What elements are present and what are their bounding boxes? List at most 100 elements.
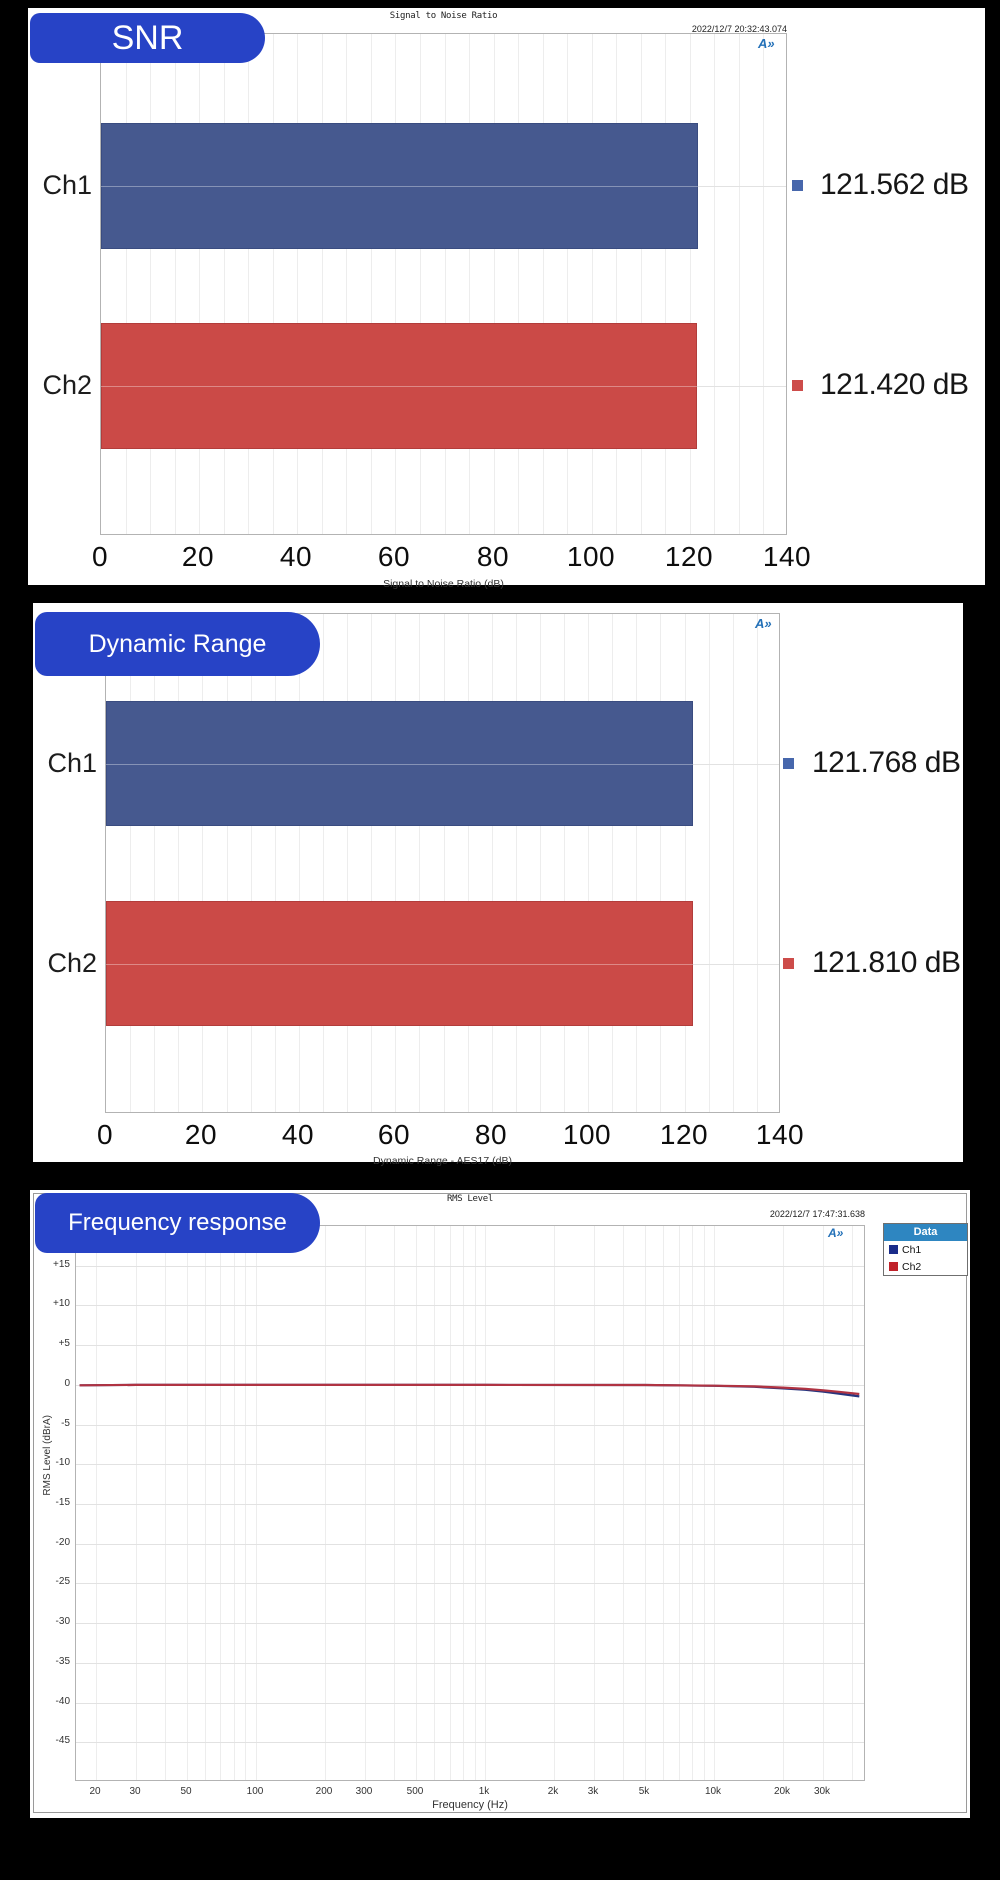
snr-timestamp: 2022/12/7 20:32:43.074: [691, 24, 787, 34]
x-tick-label: 40: [281, 1119, 315, 1150]
y-tick-label: -25: [55, 1576, 70, 1587]
gridline: [371, 34, 372, 534]
gridline: [323, 614, 324, 1112]
x-tick-label: 80: [476, 541, 510, 572]
snr-chart-title: Signal to Noise Ratio: [389, 11, 498, 21]
gridline: [346, 34, 347, 534]
response-curves: [79, 1383, 860, 1398]
gridline: [76, 1345, 864, 1346]
gridline: [567, 34, 568, 534]
x-tick-label: 100: [566, 541, 616, 572]
x-tick-label: 140: [762, 541, 812, 572]
gridline: [685, 614, 686, 1112]
gridline: [645, 1226, 646, 1780]
gridline: [76, 1663, 864, 1664]
gridline: [757, 614, 758, 1112]
category-label-ch1: Ch1: [42, 170, 92, 200]
gridline: [165, 1226, 166, 1780]
gridline: [445, 34, 446, 534]
ap-logo-icon: A»: [758, 36, 775, 51]
gridline: [469, 34, 470, 534]
bar-ch2: [106, 901, 693, 1026]
gridline: [76, 1425, 864, 1426]
ap-logo-icon: A»: [828, 1226, 844, 1240]
y-tick-label: +5: [58, 1338, 70, 1349]
ch1-swatch-icon: [889, 1245, 898, 1254]
gridline: [543, 34, 544, 534]
gridline: [592, 34, 593, 534]
frequency-response-timestamp: 2022/12/7 17:47:31.638: [769, 1209, 865, 1219]
gridline: [616, 34, 617, 534]
gridline: [273, 34, 274, 534]
gridline: [199, 34, 200, 534]
bar-center-gridline: [106, 964, 693, 965]
gridline: [692, 1226, 693, 1780]
value-marker-ch1: [783, 758, 794, 769]
x-tick-label: 60: [377, 1119, 411, 1150]
gridline: [660, 614, 661, 1112]
gridline: [76, 1305, 864, 1306]
snr-plot-area: [100, 33, 787, 535]
x-tick-label: 500: [406, 1786, 424, 1797]
curve-ch2: [79, 1383, 860, 1396]
gridline: [76, 1623, 864, 1624]
gridline: [690, 34, 691, 534]
x-tick-label: 100: [246, 1786, 264, 1797]
panel-inner-frame: [33, 1193, 967, 1813]
gridline: [823, 1226, 824, 1780]
gridline: [468, 614, 469, 1112]
gridline: [612, 614, 613, 1112]
dynamic-range-x-axis-title: Dynamic Range - AES17 (dB): [373, 1155, 512, 1167]
gridline: [322, 34, 323, 534]
gridline: [554, 1226, 555, 1780]
gridline: [564, 614, 565, 1112]
gridline: [251, 614, 252, 1112]
gridline: [325, 1226, 326, 1780]
gridline: [641, 34, 642, 534]
gridline: [371, 614, 372, 1112]
y-tick-label: -40: [55, 1696, 70, 1707]
x-tick-label: 30k: [813, 1786, 831, 1797]
legend-item-ch2: Ch2: [884, 1258, 967, 1275]
x-tick-label: 60: [377, 541, 411, 572]
gridline: [714, 34, 715, 534]
gridline: [475, 1226, 476, 1780]
gridline: [636, 614, 637, 1112]
gridline: [492, 614, 493, 1112]
gridline: [245, 1226, 246, 1780]
gridline: [416, 1226, 417, 1780]
gridline: [150, 34, 151, 534]
x-tick-label: 40: [279, 541, 313, 572]
gridline: [852, 1226, 853, 1780]
legend-item-label: Ch1: [902, 1243, 922, 1256]
gridline: [395, 614, 396, 1112]
x-tick-label: 50: [180, 1786, 192, 1797]
x-tick-label: 100: [562, 1119, 612, 1150]
gridline: [76, 1266, 864, 1267]
x-tick-label: 120: [659, 1119, 709, 1150]
gridline: [76, 1464, 864, 1465]
gridline: [450, 1226, 451, 1780]
x-tick-label: 20: [184, 1119, 218, 1150]
x-tick-label: 10k: [704, 1786, 722, 1797]
gridline: [518, 34, 519, 534]
y-tick-label: -30: [55, 1616, 70, 1627]
category-label-ch1: Ch1: [47, 748, 97, 778]
rms-level-chart-title: RMS Level: [446, 1194, 494, 1204]
gridline: [394, 1226, 395, 1780]
gridline: [679, 1226, 680, 1780]
frequency-x-axis-title: Frequency (Hz): [432, 1799, 508, 1811]
snr-badge: SNR: [30, 13, 265, 63]
x-tick-label: 20: [89, 1786, 101, 1797]
gridline: [205, 1226, 206, 1780]
gridline: [297, 34, 298, 534]
gridline: [224, 34, 225, 534]
legend-item-ch1: Ch1: [884, 1241, 967, 1258]
legend: Data Ch1 Ch2: [883, 1223, 968, 1276]
y-tick-label: -20: [55, 1537, 70, 1548]
gridline: [763, 34, 764, 534]
ap-logo-icon: A»: [755, 616, 772, 631]
y-tick-label: +10: [53, 1298, 70, 1309]
dynamic-range-chart-panel: Dynamic Range A» Dynamic Range - AES17 (…: [33, 603, 963, 1167]
